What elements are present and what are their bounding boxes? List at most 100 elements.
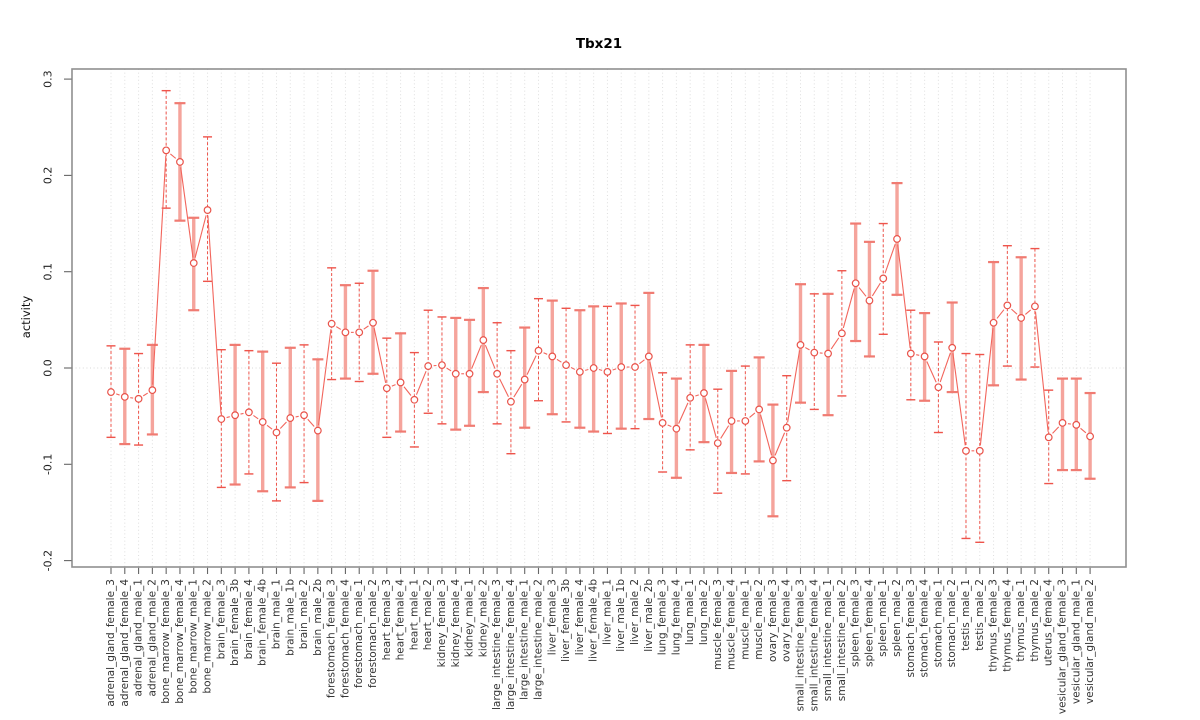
x-category-label: vesicular_gland_female_3 [1057, 579, 1069, 714]
x-category-label: large_intestine_male_1 [519, 579, 531, 700]
data-point [906, 349, 915, 358]
data-point [369, 318, 377, 327]
data-point [1003, 301, 1012, 310]
data-point [134, 394, 143, 403]
x-category-label: brain_female_4 [243, 579, 255, 660]
data-point [1044, 433, 1053, 442]
series-segment [704, 398, 717, 438]
series-segment [612, 368, 617, 371]
series-segment [279, 421, 287, 429]
series-segment [749, 412, 756, 418]
x-category-label: bone_marrow_female_3 [160, 579, 172, 704]
series-segment [116, 393, 120, 396]
x-category-label: small_intestine_female_4 [808, 579, 820, 712]
data-point [300, 411, 308, 420]
data-point [148, 386, 157, 395]
x-category-label: heart_male_2 [422, 579, 434, 650]
data-point [189, 259, 198, 267]
x-category-label: liver_male_1b [615, 579, 627, 652]
x-category-label: heart_female_3 [381, 579, 393, 660]
x-category-label: testis_male_1 [960, 579, 972, 651]
data-point [989, 318, 998, 327]
x-category-label: stomach_male_1 [932, 579, 944, 667]
data-point [479, 336, 488, 344]
x-category-label: lung_female_4 [670, 579, 682, 656]
series-segment [180, 167, 194, 258]
data-point [769, 456, 777, 465]
x-category-label: adrenal_gland_male_1 [133, 579, 145, 696]
series-segment [543, 352, 548, 355]
x-category-label: stomach_male_2 [946, 579, 958, 667]
y-tick-label: -0.1 [42, 454, 55, 475]
x-category-label: thymus_male_2 [1029, 579, 1041, 662]
data-point [603, 367, 612, 376]
series-segment [194, 215, 207, 258]
x-category-label: small_intestine_male_1 [822, 579, 834, 701]
data-point [341, 328, 350, 337]
data-point [438, 361, 446, 370]
x-category-label: large_intestine_female_3 [491, 579, 503, 710]
x-category-label: spleen_female_3 [850, 579, 862, 667]
data-point [231, 411, 240, 420]
data-point [534, 346, 543, 355]
data-point [741, 417, 750, 425]
series-segment [939, 352, 951, 383]
x-category-label: brain_female_3b [229, 579, 241, 666]
data-point [507, 397, 515, 406]
x-category-label: vesicular_gland_male_1 [1070, 579, 1082, 704]
data-point [258, 418, 267, 426]
x-category-label: lung_male_1 [684, 579, 696, 645]
x-category-label: kidney_male_2 [477, 579, 489, 657]
series-segment [373, 328, 387, 383]
data-point [396, 378, 405, 387]
data-point [713, 439, 722, 448]
data-point [824, 349, 832, 358]
series-segment [649, 361, 663, 418]
data-point [1058, 418, 1067, 427]
series-segment [484, 344, 496, 369]
x-category-label: forestomach_female_4 [339, 579, 351, 698]
data-point [934, 383, 943, 392]
data-point [1017, 314, 1026, 322]
series-segment [391, 384, 396, 387]
x-category-label: thymus_female_4 [1001, 579, 1013, 672]
data-point [851, 279, 860, 288]
data-point [575, 367, 584, 376]
data-point [700, 389, 708, 397]
data-point [658, 418, 667, 427]
series-segment [916, 354, 920, 356]
data-point [424, 362, 433, 370]
series-segment [720, 425, 730, 439]
data-point [810, 348, 819, 357]
x-category-label: lung_female_3 [657, 579, 669, 655]
x-category-label: liver_female_4b [588, 579, 600, 662]
series-segment [774, 432, 786, 456]
x-category-label: bone_marrow_male_1 [188, 579, 200, 694]
data-point [1031, 302, 1039, 311]
y-tick-label: -0.2 [42, 550, 55, 571]
data-point [1072, 420, 1081, 429]
x-category-label: stomach_female_3 [905, 579, 917, 677]
x-category-label: brain_male_1b [284, 579, 296, 656]
x-category-label: brain_male_2 [298, 579, 310, 649]
data-point [962, 446, 970, 455]
y-tick-label: 0.0 [42, 359, 55, 377]
data-point [1086, 432, 1094, 441]
x-category-label: liver_female_3b [560, 579, 572, 662]
x-category-label: adrenal_gland_female_4 [119, 579, 131, 707]
series-segment [226, 416, 230, 419]
series-segment [678, 402, 689, 424]
data-point [865, 296, 874, 305]
data-point [451, 369, 460, 378]
data-point [672, 424, 681, 433]
series-segment [996, 309, 1005, 319]
series-segment [499, 378, 509, 398]
data-point [120, 392, 129, 401]
series-segment [152, 155, 167, 385]
data-point [589, 364, 598, 372]
chart-title: Tbx21 [575, 36, 623, 52]
series-segment [842, 288, 855, 329]
data-point [203, 206, 212, 214]
